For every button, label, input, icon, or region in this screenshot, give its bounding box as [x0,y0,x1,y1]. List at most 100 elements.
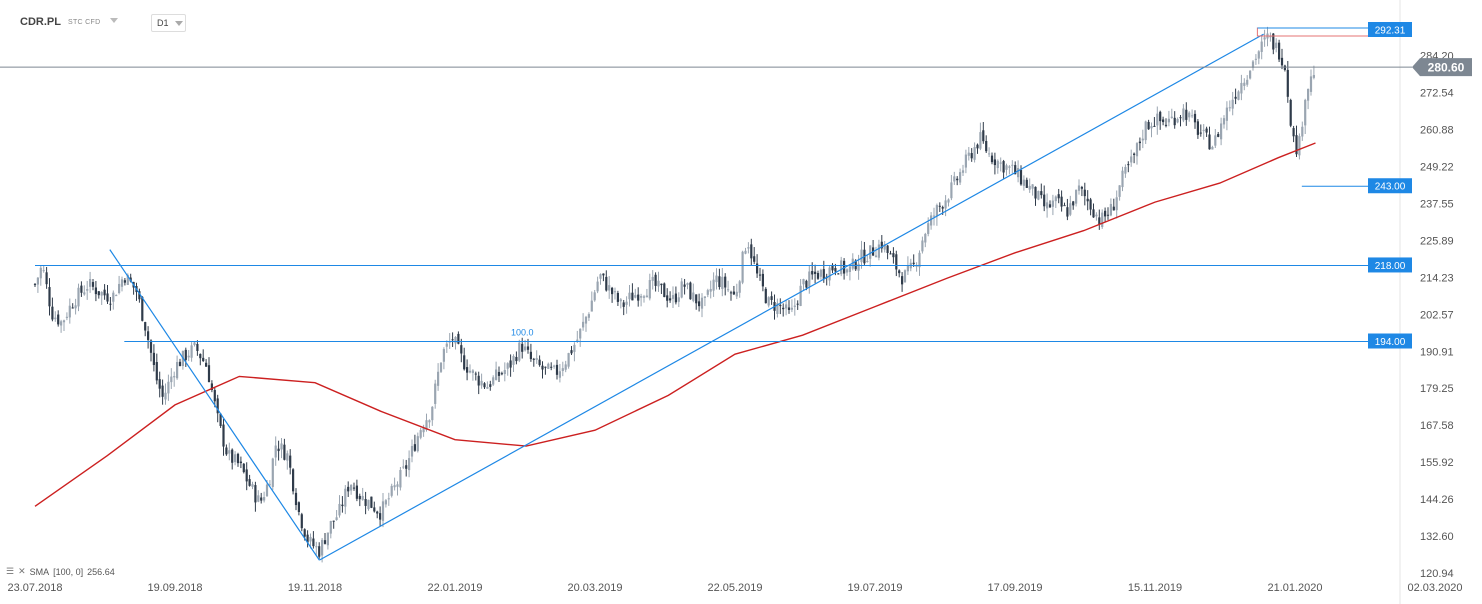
candle-body [451,339,454,341]
candle-body [318,546,321,557]
candle-body [988,153,991,155]
candle-body [1156,113,1159,126]
candle-body [903,270,907,283]
candle-body [550,366,553,368]
candle-body [492,377,495,385]
candle-body [91,282,95,287]
candle-body [503,369,506,375]
candle-body [631,292,634,301]
candle-body [315,546,318,548]
candle-body [210,383,213,390]
candle-body [535,358,538,360]
candle-body [837,273,840,275]
candle-body [770,296,773,300]
candle-body [1075,189,1078,204]
candle-body [619,299,622,302]
candle-body [634,295,637,298]
candle-body [352,487,356,489]
candle-body [387,498,390,500]
candle-body [86,289,89,291]
candle-body [321,539,324,556]
candle-body [660,283,663,286]
candle-body [1263,37,1266,40]
candle-body [118,283,121,294]
candle-body [1176,119,1179,123]
candle-body [239,461,242,464]
candle-body [573,344,576,352]
candle-body [605,276,608,291]
candle-body [677,297,680,302]
candle-body [785,304,788,309]
candle-body [1014,165,1017,175]
candle-body [906,265,909,272]
candle-body [187,355,190,358]
candle-body [651,276,654,281]
candle-body [1040,191,1043,196]
candle-body [828,267,831,281]
candle-body [300,514,303,529]
candle-body [83,292,86,295]
candle-body [961,170,965,173]
candle-body [700,297,704,309]
menu-icon[interactable]: ☰ [6,566,15,576]
instrument-type: STC CFD [68,19,101,26]
candle-body [524,346,527,351]
candle-body [1280,57,1284,66]
candle-body [1083,189,1086,197]
candle-body [721,276,724,289]
candle-body [1019,169,1023,185]
candle-body [869,245,872,259]
candle-body [776,303,779,314]
candle-body [1109,203,1112,216]
candle-body [245,469,248,482]
candle-body [408,458,411,471]
candle-body [666,295,669,301]
candle-body [999,162,1002,164]
candle-body [167,381,170,394]
candle-body [1072,201,1075,206]
candle-body [474,373,477,375]
symbol-dropdown-chevron-icon[interactable] [110,18,118,23]
candle-body [811,271,814,275]
candle-body [410,445,414,457]
timeframe-selector[interactable]: D1 [151,14,186,32]
x-tick-label: 19.09.2018 [147,582,202,594]
candle-body [657,280,660,287]
candle-body [45,272,48,285]
candle-body [1217,134,1220,137]
candle-body [236,453,240,464]
candle-body [1130,156,1133,163]
candle-body [1254,58,1257,60]
candle-body [1133,153,1136,155]
candle-body [877,244,880,258]
candle-body [970,153,973,159]
trendline [319,33,1264,561]
close-icon[interactable]: ✕ [18,566,26,576]
indicator-legend[interactable]: ☰ ✕ SMA [100, 0] 256.64 [6,566,115,577]
candle-body [689,282,692,300]
candle-body [1234,96,1237,99]
candle-body [1286,69,1289,97]
candle-body [376,511,379,514]
symbol-name[interactable]: CDR.PL [20,16,61,28]
candle-body [831,264,834,271]
candle-body [750,244,753,259]
candle-body [576,339,579,342]
candle-body [190,345,193,358]
candle-body [886,245,889,253]
candle-body [1002,161,1005,173]
candle-body [416,436,419,452]
candle-body [89,279,92,287]
candle-body [1237,91,1240,100]
level-tag-label: 194.00 [1375,337,1406,348]
candle-body [953,176,956,182]
candle-body [271,458,274,487]
candle-body [938,205,941,207]
candle-body [152,352,155,365]
candle-body [509,360,512,368]
candle-body [437,371,440,386]
timeframe-label: D1 [157,18,169,28]
candle-body [1048,204,1052,208]
candle-body [979,132,982,149]
